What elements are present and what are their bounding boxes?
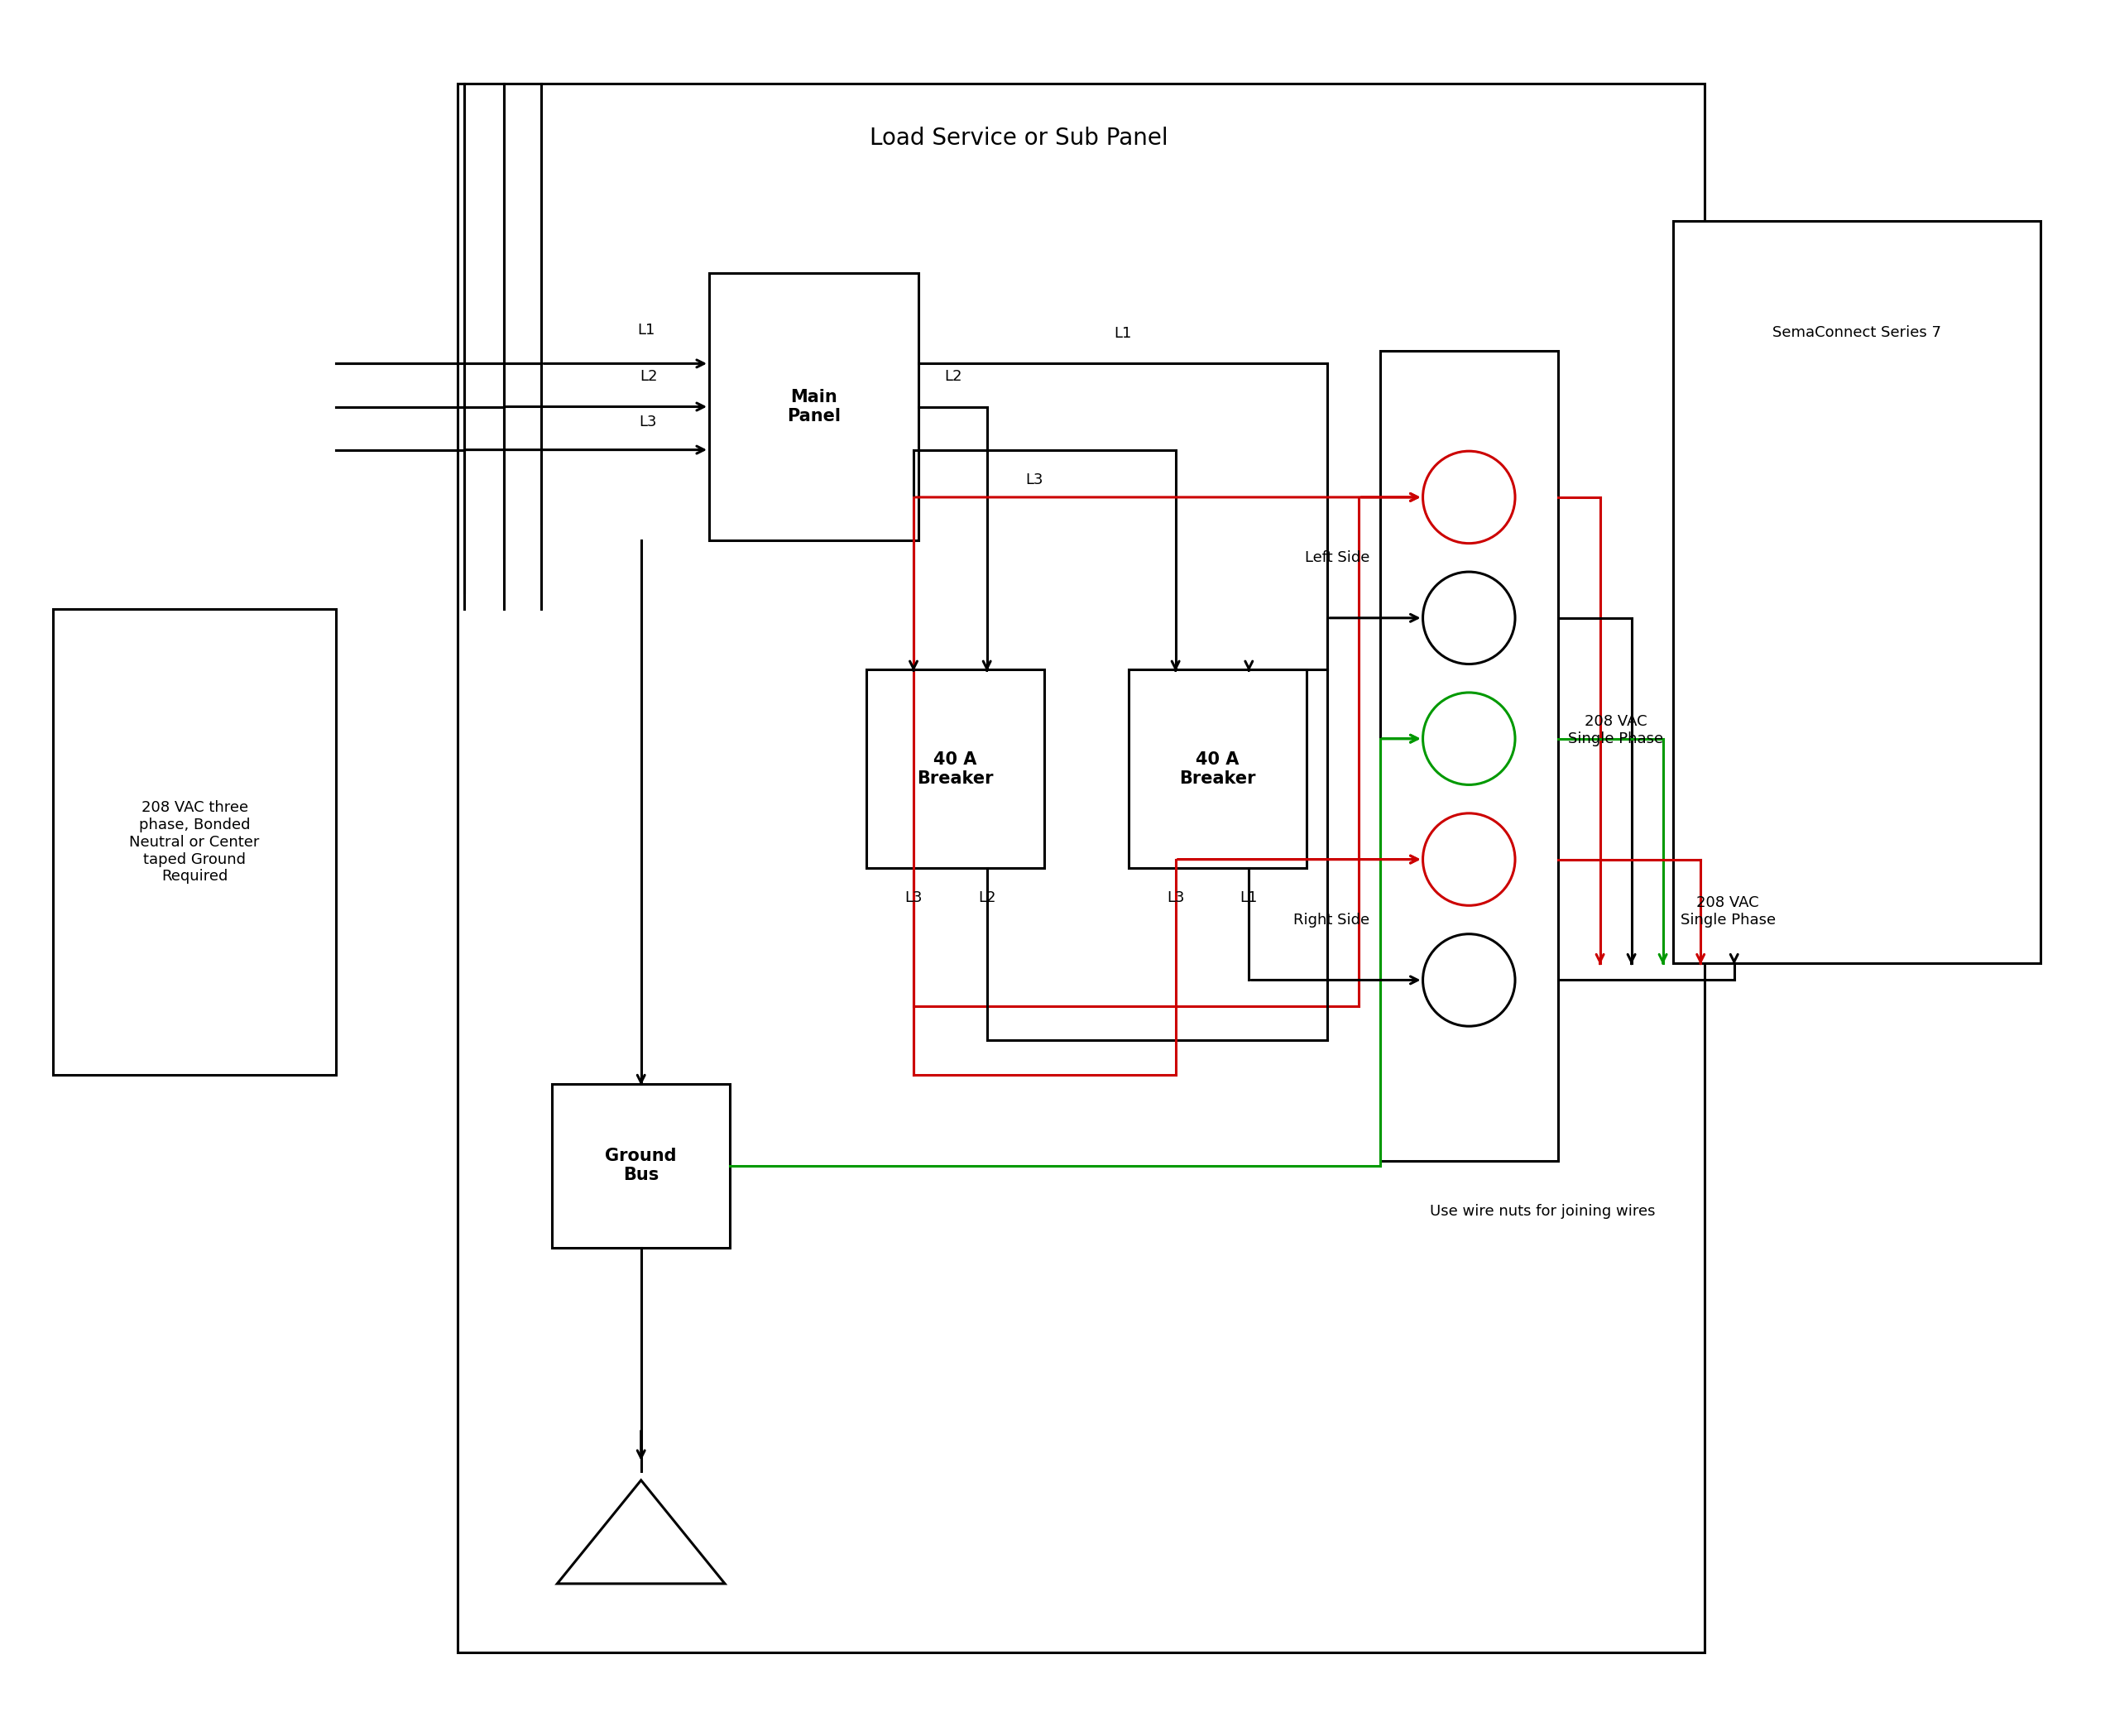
Text: SemaConnect Series 7: SemaConnect Series 7 xyxy=(1772,325,1941,340)
Text: L3: L3 xyxy=(905,891,922,904)
Bar xyxy=(53,609,335,1075)
Bar xyxy=(709,273,918,540)
Text: 40 A
Breaker: 40 A Breaker xyxy=(918,752,994,786)
Text: L1: L1 xyxy=(1114,326,1131,342)
Bar xyxy=(1380,351,1557,1161)
Text: L1: L1 xyxy=(1241,891,1258,904)
Bar xyxy=(553,1083,730,1248)
Circle shape xyxy=(1422,451,1515,543)
Circle shape xyxy=(1422,571,1515,665)
Text: L2: L2 xyxy=(639,370,656,384)
Text: Use wire nuts for joining wires: Use wire nuts for joining wires xyxy=(1431,1205,1654,1219)
Text: 208 VAC three
phase, Bonded
Neutral or Center
taped Ground
Required: 208 VAC three phase, Bonded Neutral or C… xyxy=(129,800,260,884)
Bar xyxy=(867,670,1044,868)
Text: L3: L3 xyxy=(1025,472,1042,488)
Circle shape xyxy=(1422,934,1515,1026)
Text: Right Side: Right Side xyxy=(1293,913,1369,927)
Text: L1: L1 xyxy=(637,323,654,339)
Text: L2: L2 xyxy=(943,370,962,384)
Text: Load Service or Sub Panel: Load Service or Sub Panel xyxy=(869,127,1169,149)
Text: L2: L2 xyxy=(977,891,996,904)
Text: L3: L3 xyxy=(1167,891,1184,904)
Text: Main
Panel: Main Panel xyxy=(787,389,842,425)
Polygon shape xyxy=(557,1481,726,1583)
Circle shape xyxy=(1422,693,1515,785)
Text: 208 VAC
Single Phase: 208 VAC Single Phase xyxy=(1568,713,1663,746)
Bar xyxy=(1673,220,2040,963)
Text: Ground
Bus: Ground Bus xyxy=(606,1147,677,1184)
Bar xyxy=(458,83,1705,1653)
Bar xyxy=(1129,670,1306,868)
Text: 40 A
Breaker: 40 A Breaker xyxy=(1179,752,1255,786)
Text: L3: L3 xyxy=(639,415,656,429)
Circle shape xyxy=(1422,812,1515,906)
Text: 208 VAC
Single Phase: 208 VAC Single Phase xyxy=(1680,896,1775,927)
Text: Left Side: Left Side xyxy=(1304,550,1369,564)
